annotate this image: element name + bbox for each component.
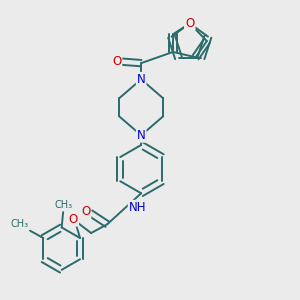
Text: CH₃: CH₃ (54, 200, 72, 210)
Text: NH: NH (129, 201, 146, 214)
Text: N: N (137, 129, 146, 142)
Text: CH₃: CH₃ (11, 219, 28, 229)
Text: O: O (81, 205, 90, 218)
Text: O: O (185, 17, 194, 30)
Text: O: O (69, 213, 78, 226)
Text: O: O (185, 17, 194, 30)
Text: N: N (137, 73, 146, 86)
Text: O: O (112, 55, 122, 68)
